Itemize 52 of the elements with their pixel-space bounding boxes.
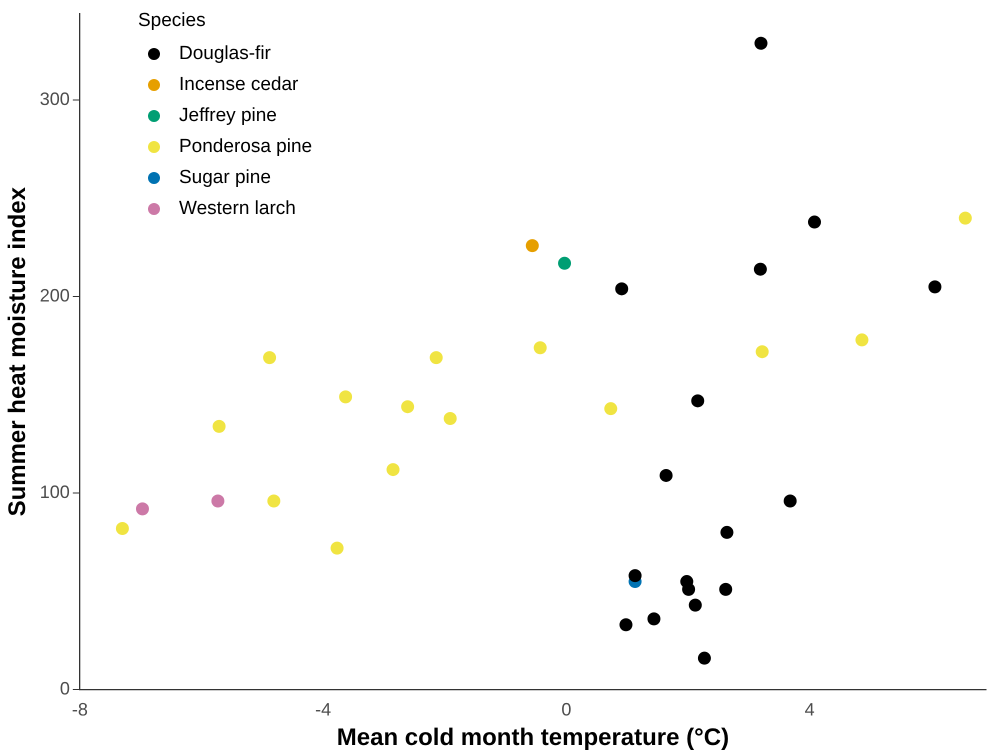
x-tick-label: -4 [315,699,332,720]
point [430,351,443,364]
point [691,394,704,408]
point [386,463,400,476]
point [526,239,539,252]
x-axis-title: Mean cold month temperature (°C) [336,724,730,752]
x-tick-label: 4 [804,699,815,720]
y-tick-label: 200 [40,286,70,306]
point [444,412,457,425]
x-tick-label: 0 [561,699,572,720]
legend-label: Incense cedar [179,74,298,96]
point [619,618,632,632]
point [330,542,344,555]
legend-label: Douglas-fir [179,42,271,64]
point [604,402,618,416]
point [855,333,868,346]
point [339,390,352,404]
point [263,351,276,364]
point [212,420,226,433]
point [615,282,628,296]
y-tick-label: 300 [40,89,70,110]
point [808,216,821,229]
point [660,468,673,482]
point [682,582,696,596]
point [211,494,224,508]
point [958,212,972,225]
point [688,598,702,612]
point [558,256,572,270]
point [628,569,642,582]
legend-title: Species [138,10,207,32]
point [720,526,734,539]
point [754,262,767,276]
point [534,341,547,354]
point [401,400,414,414]
legend-label: Jeffrey pine [179,104,277,126]
point [928,280,942,294]
point [116,522,129,536]
y-tick-label: 100 [40,482,70,502]
point [784,494,797,508]
point [754,36,768,50]
legend-label: Western larch [179,198,296,220]
point [719,582,732,596]
y-tick-label: 0 [60,678,70,699]
point [647,612,660,626]
y-axis-title: Summer heat moisture index [4,186,32,516]
x-tick-label: -8 [72,699,88,720]
point [756,345,769,358]
point [698,652,711,665]
legend-label: Sugar pine [179,166,271,188]
legend-label: Ponderosa pine [179,136,312,158]
point [136,502,149,516]
point [267,494,280,508]
